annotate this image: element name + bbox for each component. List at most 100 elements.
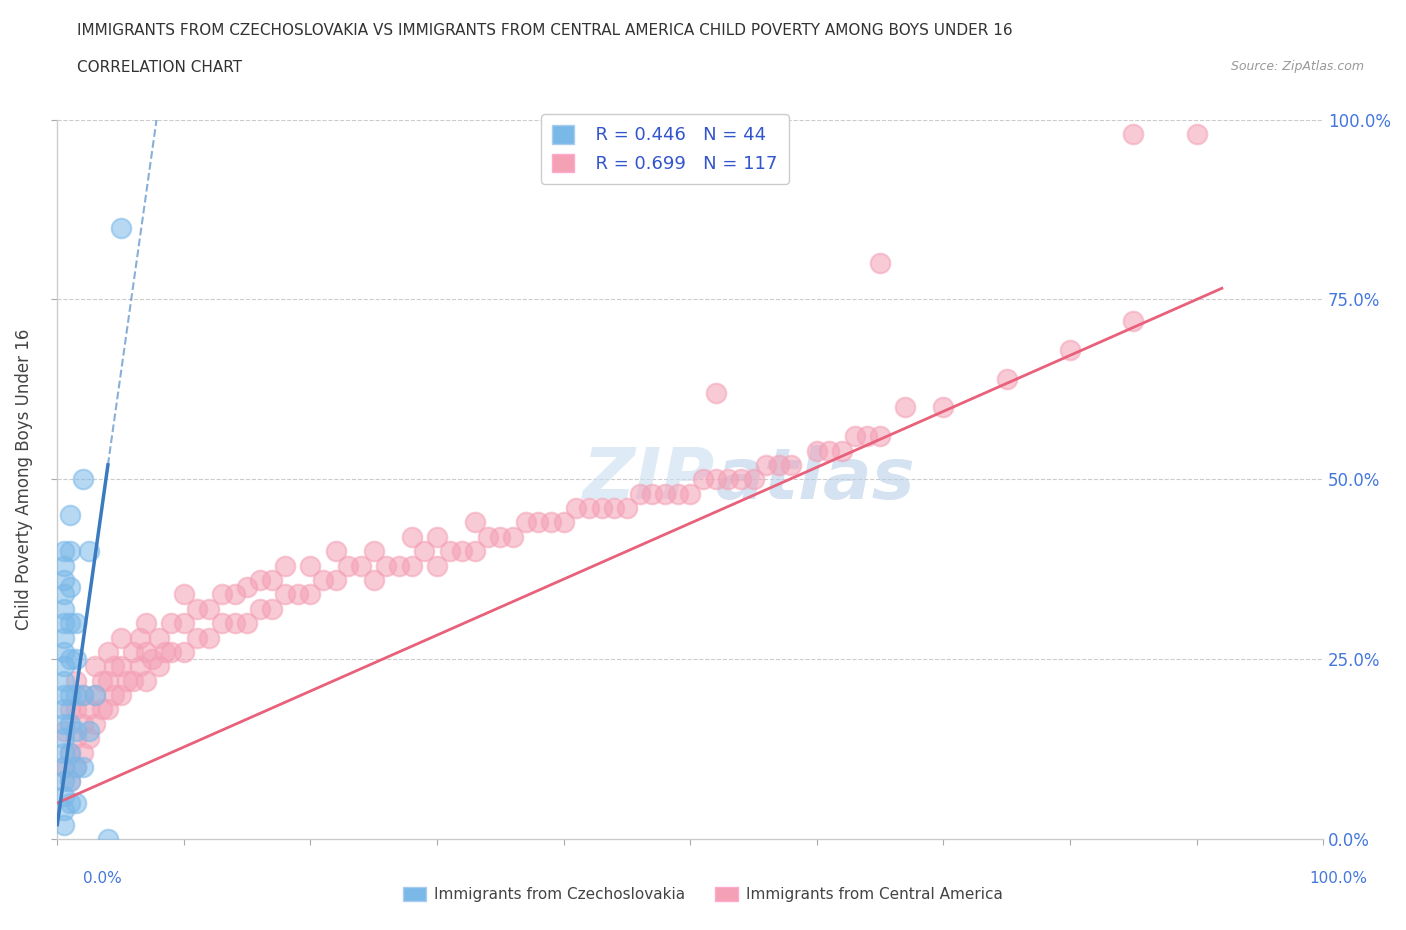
Point — [65, 731, 87, 746]
Point — [426, 558, 449, 573]
Point — [135, 616, 157, 631]
Point — [1059, 342, 1081, 357]
Point — [59, 616, 82, 631]
Point — [565, 500, 588, 515]
Point — [103, 687, 125, 702]
Point — [110, 220, 132, 235]
Point — [337, 558, 360, 573]
Point — [413, 544, 436, 559]
Point — [128, 658, 150, 673]
Point — [52, 544, 75, 559]
Point — [52, 817, 75, 832]
Point — [464, 544, 486, 559]
Point — [401, 529, 423, 544]
Point — [186, 630, 208, 644]
Point — [103, 658, 125, 673]
Point — [148, 658, 170, 673]
Point — [128, 630, 150, 644]
Point — [211, 616, 233, 631]
Point — [666, 486, 689, 501]
Point — [249, 573, 271, 588]
Point — [236, 616, 259, 631]
Point — [641, 486, 664, 501]
Point — [844, 429, 866, 444]
Point — [52, 774, 75, 789]
Point — [262, 602, 284, 617]
Point — [160, 616, 183, 631]
Point — [236, 579, 259, 594]
Y-axis label: Child Poverty Among Boys Under 16: Child Poverty Among Boys Under 16 — [15, 328, 32, 630]
Text: 0.0%: 0.0% — [83, 871, 122, 886]
Text: CORRELATION CHART: CORRELATION CHART — [77, 60, 242, 75]
Point — [122, 673, 145, 688]
Point — [426, 529, 449, 544]
Text: Source: ZipAtlas.com: Source: ZipAtlas.com — [1230, 60, 1364, 73]
Point — [616, 500, 638, 515]
Point — [894, 400, 917, 415]
Point — [52, 602, 75, 617]
Point — [198, 602, 221, 617]
Point — [141, 652, 163, 667]
Point — [65, 616, 87, 631]
Point — [1122, 126, 1144, 141]
Point — [692, 472, 714, 486]
Point — [65, 673, 87, 688]
Point — [540, 515, 562, 530]
Point — [97, 644, 120, 659]
Point — [52, 760, 75, 775]
Point — [84, 716, 107, 731]
Point — [274, 558, 297, 573]
Point — [65, 687, 87, 702]
Point — [603, 500, 626, 515]
Point — [110, 687, 132, 702]
Point — [97, 673, 120, 688]
Point — [52, 644, 75, 659]
Point — [375, 558, 398, 573]
Point — [806, 443, 828, 458]
Point — [211, 587, 233, 602]
Point — [160, 644, 183, 659]
Point — [84, 658, 107, 673]
Point — [122, 644, 145, 659]
Point — [65, 760, 87, 775]
Point — [97, 702, 120, 717]
Point — [77, 724, 100, 738]
Point — [72, 472, 94, 486]
Point — [489, 529, 512, 544]
Point — [654, 486, 676, 501]
Point — [173, 587, 195, 602]
Point — [312, 573, 335, 588]
Point — [72, 760, 94, 775]
Point — [704, 472, 727, 486]
Point — [72, 745, 94, 760]
Point — [110, 658, 132, 673]
Point — [110, 630, 132, 644]
Point — [1122, 313, 1144, 328]
Point — [717, 472, 740, 486]
Point — [59, 795, 82, 810]
Point — [591, 500, 613, 515]
Point — [52, 616, 75, 631]
Point — [65, 652, 87, 667]
Point — [477, 529, 499, 544]
Point — [515, 515, 537, 530]
Point — [59, 508, 82, 523]
Point — [90, 673, 112, 688]
Point — [350, 558, 373, 573]
Point — [52, 803, 75, 817]
Point — [173, 616, 195, 631]
Point — [52, 658, 75, 673]
Point — [224, 616, 246, 631]
Point — [768, 458, 790, 472]
Point — [52, 573, 75, 588]
Point — [90, 702, 112, 717]
Point — [553, 515, 575, 530]
Point — [679, 486, 702, 501]
Point — [72, 687, 94, 702]
Point — [59, 774, 82, 789]
Point — [52, 687, 75, 702]
Point — [363, 544, 385, 559]
Point — [65, 724, 87, 738]
Point — [59, 687, 82, 702]
Point — [730, 472, 752, 486]
